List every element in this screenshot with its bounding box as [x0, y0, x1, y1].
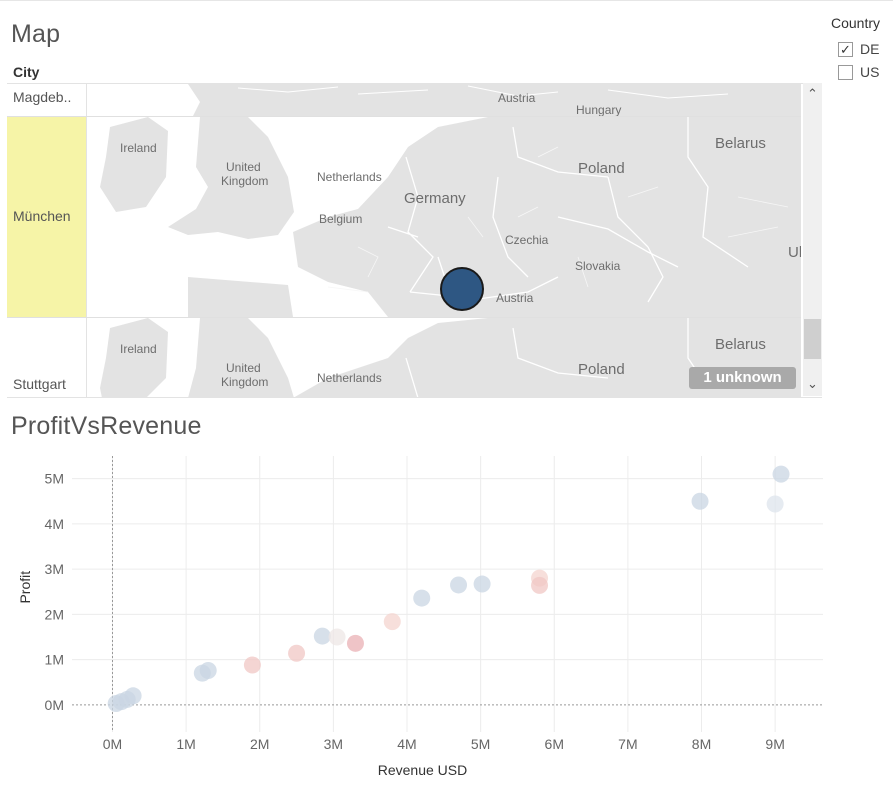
scroll-down-icon[interactable]: ⌄: [807, 376, 818, 391]
top-divider: [0, 0, 893, 1]
scatter-point: [243, 656, 261, 674]
x-tick-label: 8M: [692, 736, 711, 752]
map-label-netherlands: Netherlands: [317, 170, 382, 184]
map-row-stuttgart[interactable]: Stuttgart Ireland United Kingdom Netherl…: [7, 318, 801, 397]
map-label-poland: Poland: [578, 160, 625, 177]
scroll-thumb[interactable]: [804, 319, 821, 359]
scatter-point: [772, 465, 790, 483]
filter-option-us[interactable]: US: [838, 63, 879, 81]
map-label-czechia: Czechia: [505, 233, 549, 247]
scatter-point: [413, 589, 431, 607]
x-tick-label: 1M: [176, 736, 195, 752]
map-label-united: United: [226, 160, 261, 174]
country-filter-title: Country: [831, 15, 881, 31]
x-tick-label: 2M: [250, 736, 269, 752]
checkbox-checked-icon[interactable]: ✓: [838, 41, 853, 57]
x-tick-label: 9M: [765, 736, 784, 752]
scatter-point: [124, 687, 142, 705]
chart-ticks: 0M 1M 2M 3M 4M 5M 6M 7M 8M 9M 0M 1M 2M 3M 4M 5M: [45, 471, 785, 752]
city-name: München: [13, 208, 71, 224]
map-label-ukraine-edge: Uk: [788, 244, 801, 261]
map-label-slovakia: Slovakia: [575, 259, 621, 273]
map-label-austria: Austria: [498, 91, 536, 105]
map-label-poland: Poland: [578, 361, 625, 378]
map-label-kingdom: Kingdom: [221, 174, 268, 188]
scatter-point: [450, 576, 468, 594]
city-name: Stuttgart: [13, 376, 66, 392]
map-label-kingdom: Kingdom: [221, 375, 268, 389]
map-scrollbar[interactable]: [803, 83, 822, 396]
city-label[interactable]: München: [7, 117, 87, 317]
x-tick-label: 0M: [103, 736, 122, 752]
map-title: Map: [11, 20, 61, 48]
filter-option-de[interactable]: ✓ DE: [838, 40, 879, 58]
scatter-point: [473, 575, 491, 593]
scatter-point: [199, 661, 217, 679]
city-marker-muenchen: [440, 267, 484, 311]
city-column-header: City: [13, 64, 40, 80]
map-tile: Ireland United Kingdom Netherlands Belar…: [88, 318, 801, 397]
y-tick-label: 5M: [45, 471, 64, 487]
map-row-muenchen[interactable]: München Ireland United Kingdom Netherlan…: [7, 117, 801, 318]
map-label-belarus: Belarus: [715, 336, 766, 353]
x-tick-label: 5M: [471, 736, 490, 752]
filter-option-label[interactable]: US: [860, 64, 880, 80]
y-axis-title: Profit: [17, 571, 33, 604]
y-tick-label: 2M: [45, 606, 64, 622]
map-label-united: United: [226, 361, 261, 375]
scatter-point: [328, 628, 346, 646]
map-row-magdeburg[interactable]: Magdeb.. Austria Hungary: [7, 84, 801, 117]
map-label-ireland: Ireland: [120, 342, 157, 356]
scatter-point: [531, 576, 549, 594]
x-tick-label: 6M: [545, 736, 564, 752]
map-label-germany: Germany: [404, 190, 466, 207]
map-label-belgium: Belgium: [319, 212, 362, 226]
scatter-point: [766, 495, 784, 513]
city-label[interactable]: Stuttgart: [7, 318, 87, 397]
city-label[interactable]: Magdeb..: [7, 84, 87, 116]
x-axis-title: Revenue USD: [378, 762, 468, 778]
map-tile: Austria Hungary: [88, 84, 801, 116]
scroll-up-icon[interactable]: ⌃: [807, 86, 818, 101]
map-label-ireland: Ireland: [120, 141, 157, 155]
y-tick-label: 3M: [45, 561, 64, 577]
map-tile: Ireland United Kingdom Netherlands Belgi…: [88, 117, 801, 317]
unknown-indicator-badge[interactable]: 1 unknown: [689, 367, 796, 389]
scatter-point: [288, 644, 306, 662]
profit-vs-revenue-scatter: 0M 1M 2M 3M 4M 5M 6M 7M 8M 9M 0M 1M 2M 3M 4M 5M Revenue…: [17, 456, 823, 778]
y-tick-label: 4M: [45, 516, 64, 532]
map-label-hungary: Hungary: [576, 103, 621, 116]
x-tick-label: 4M: [397, 736, 416, 752]
x-tick-label: 3M: [324, 736, 343, 752]
x-tick-label: 7M: [618, 736, 637, 752]
map-label-belarus: Belarus: [715, 135, 766, 152]
map-panel: Magdeb.. Austria Hungary München: [7, 83, 822, 398]
scatter-point: [383, 613, 401, 631]
map-label-austria: Austria: [496, 291, 534, 305]
filter-option-label[interactable]: DE: [860, 41, 880, 57]
chart-points: [107, 465, 790, 712]
chart-grid: [72, 456, 823, 732]
scatter-point: [313, 627, 331, 645]
scatter-title: ProfitVsRevenue: [11, 412, 202, 440]
y-tick-label: 1M: [45, 652, 64, 668]
map-label-netherlands: Netherlands: [317, 371, 382, 385]
y-tick-label: 0M: [45, 697, 64, 713]
city-name: Magdeb..: [13, 89, 72, 105]
checkbox-unchecked-icon[interactable]: [838, 64, 853, 80]
scatter-point: [691, 492, 709, 510]
scatter-point: [346, 634, 364, 652]
